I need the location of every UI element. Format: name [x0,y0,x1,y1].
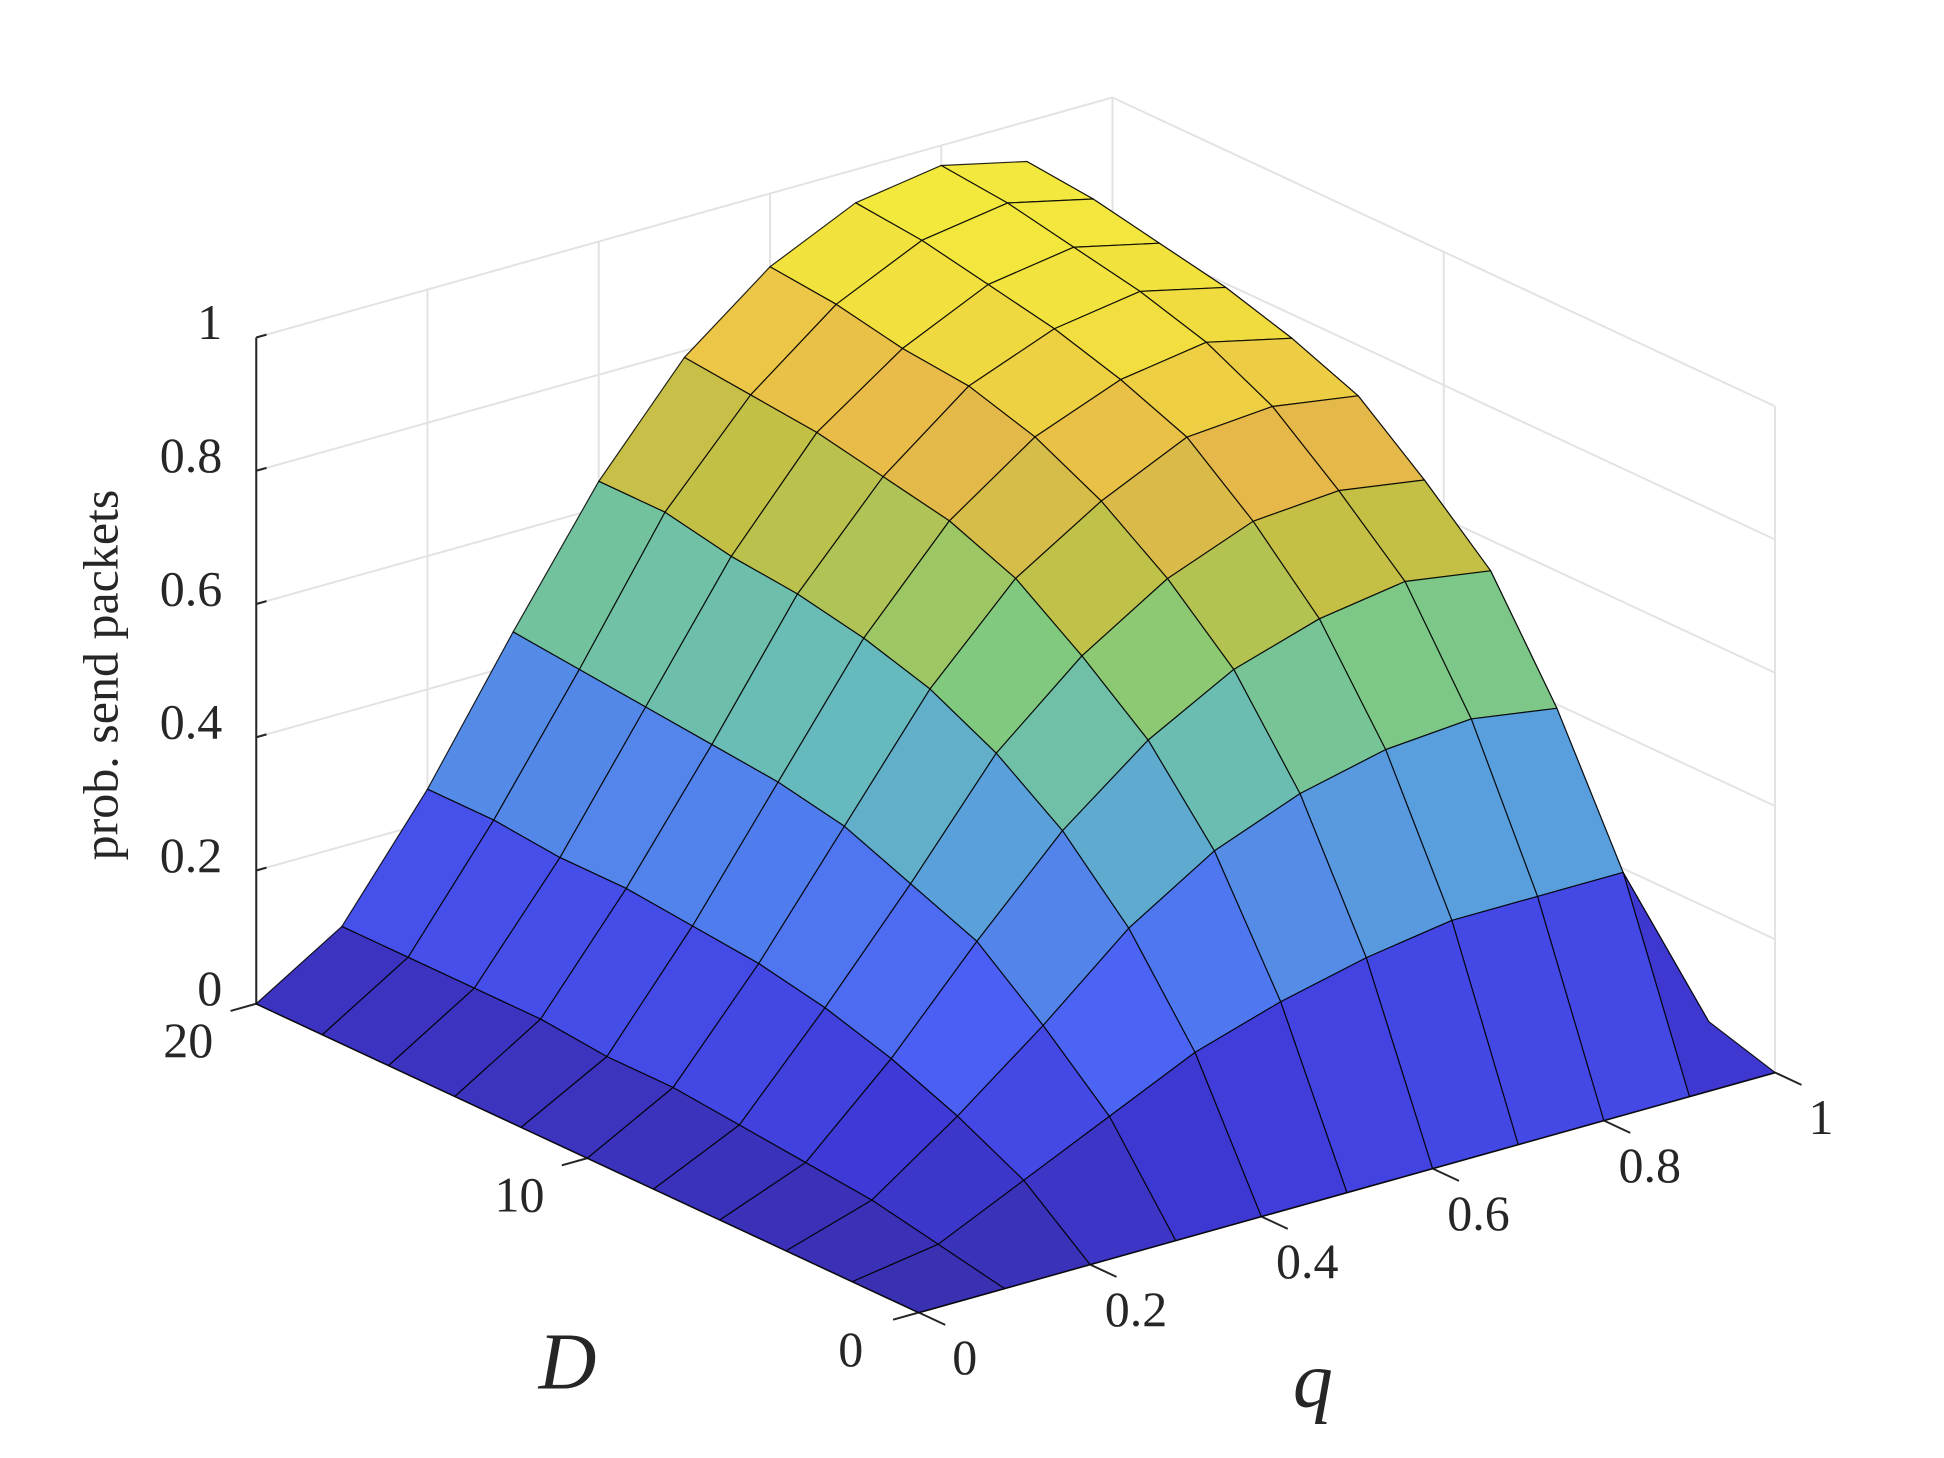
y-tick [892,1311,920,1321]
y-tick [230,1002,257,1012]
x-tick [1089,1263,1117,1278]
z-axis-label: prob. send packets [72,490,128,861]
x-tick [1603,1119,1631,1134]
x-tick-label: 0 [952,1329,977,1385]
x-tick-label: 0.8 [1619,1137,1682,1193]
z-tick [255,866,267,872]
z-tick-label: 0.2 [160,827,223,883]
x-tick-label: 0.6 [1447,1185,1510,1241]
x-tick [1774,1071,1802,1086]
x-tick-label: 0.2 [1105,1281,1168,1337]
x-tick [1260,1215,1289,1230]
x-axis-label: q [1293,1337,1333,1425]
x-tick [918,1311,946,1326]
x-tick-label: 0.4 [1276,1233,1339,1289]
x-tick [1432,1167,1460,1182]
z-tick [255,733,267,739]
y-tick-label: 10 [495,1167,545,1223]
x-tick-label: 1 [1809,1089,1834,1145]
z-tick [255,600,267,605]
z-tick-label: 0.4 [160,694,223,750]
y-tick-label: 0 [838,1321,863,1377]
z-tick-label: 0.6 [160,560,223,616]
z-tick [255,466,267,472]
y-axis-label: D [538,1318,597,1406]
surface-patch [851,1243,1005,1314]
y-tick-label: 20 [163,1012,213,1068]
z-tick-label: 0 [197,960,222,1016]
z-tick [255,333,267,339]
y-tick [561,1157,588,1167]
z-tick-label: 1 [197,294,222,350]
surface [255,160,1776,1314]
grid-line [255,96,1113,339]
z-tick-label: 0.8 [160,427,223,483]
labels: prob. send packets 00.20.40.60.810102000… [72,294,1833,1425]
